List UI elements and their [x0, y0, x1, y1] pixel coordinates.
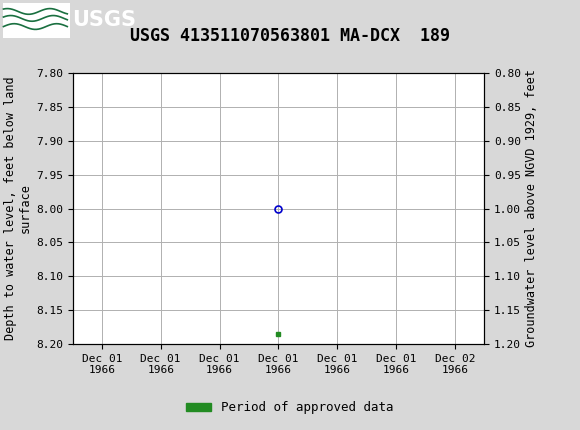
Y-axis label: Depth to water level, feet below land
surface: Depth to water level, feet below land su… — [3, 77, 32, 341]
Y-axis label: Groundwater level above NGVD 1929, feet: Groundwater level above NGVD 1929, feet — [525, 70, 538, 347]
Text: USGS: USGS — [72, 10, 136, 31]
Legend: Period of approved data: Period of approved data — [181, 396, 399, 419]
Bar — [3, 3, 70, 37]
Text: USGS 413511070563801 MA-DCX  189: USGS 413511070563801 MA-DCX 189 — [130, 27, 450, 45]
